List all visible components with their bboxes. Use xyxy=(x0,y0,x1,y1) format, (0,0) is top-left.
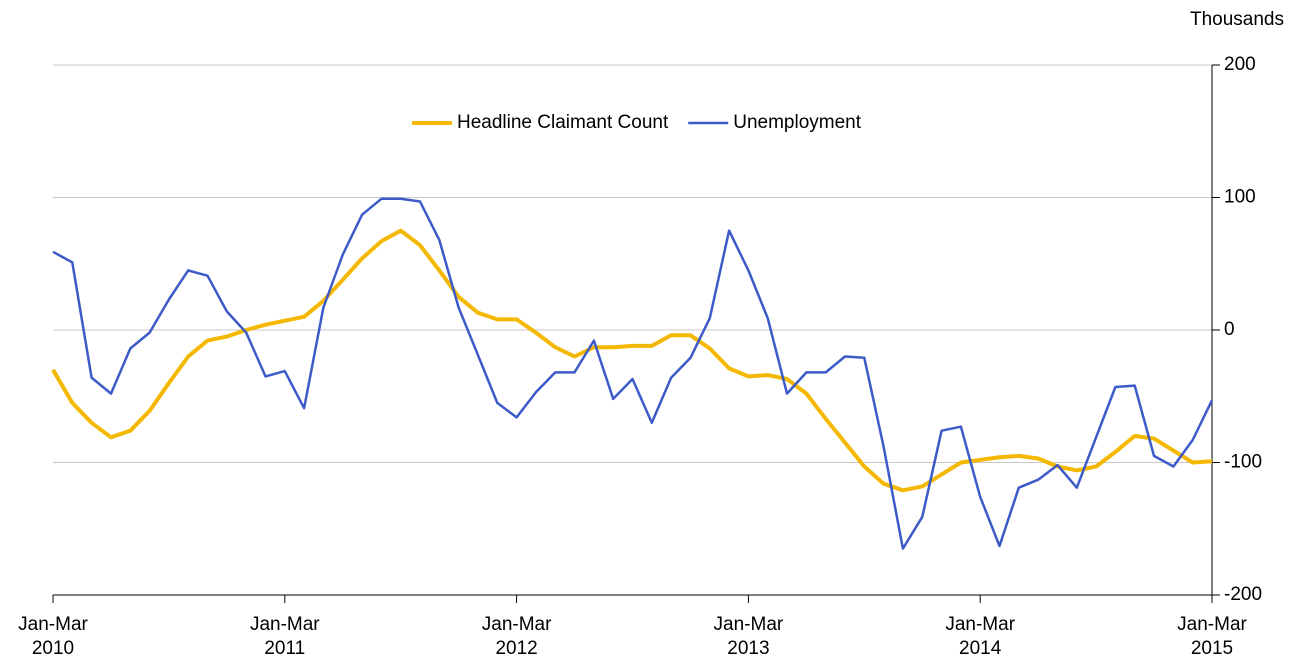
x-tick-label: Jan-Mar 2013 xyxy=(713,614,784,659)
y-tick-label: -200 xyxy=(1224,584,1262,605)
series-line xyxy=(51,228,1213,493)
x-tick-label: Jan-Mar 2015 xyxy=(1177,614,1247,659)
x-tick-label: Jan-Mar 2014 xyxy=(945,614,1016,659)
legend-label: Unemployment xyxy=(733,112,861,133)
x-tick-label: Jan-Mar 2011 xyxy=(249,614,320,659)
x-tick-label: Jan-Mar 2012 xyxy=(481,614,552,659)
y-tick-label: 200 xyxy=(1224,54,1256,75)
legend-label: Headline Claimant Count xyxy=(457,112,669,133)
y-tick-label: 100 xyxy=(1224,187,1256,208)
series-line xyxy=(52,197,1214,550)
y-tick-label: -100 xyxy=(1224,452,1262,473)
y-axis-label: Thousands xyxy=(1190,9,1284,30)
x-tick-label: Jan-Mar 2010 xyxy=(18,614,88,659)
y-tick-label: 0 xyxy=(1224,319,1235,340)
